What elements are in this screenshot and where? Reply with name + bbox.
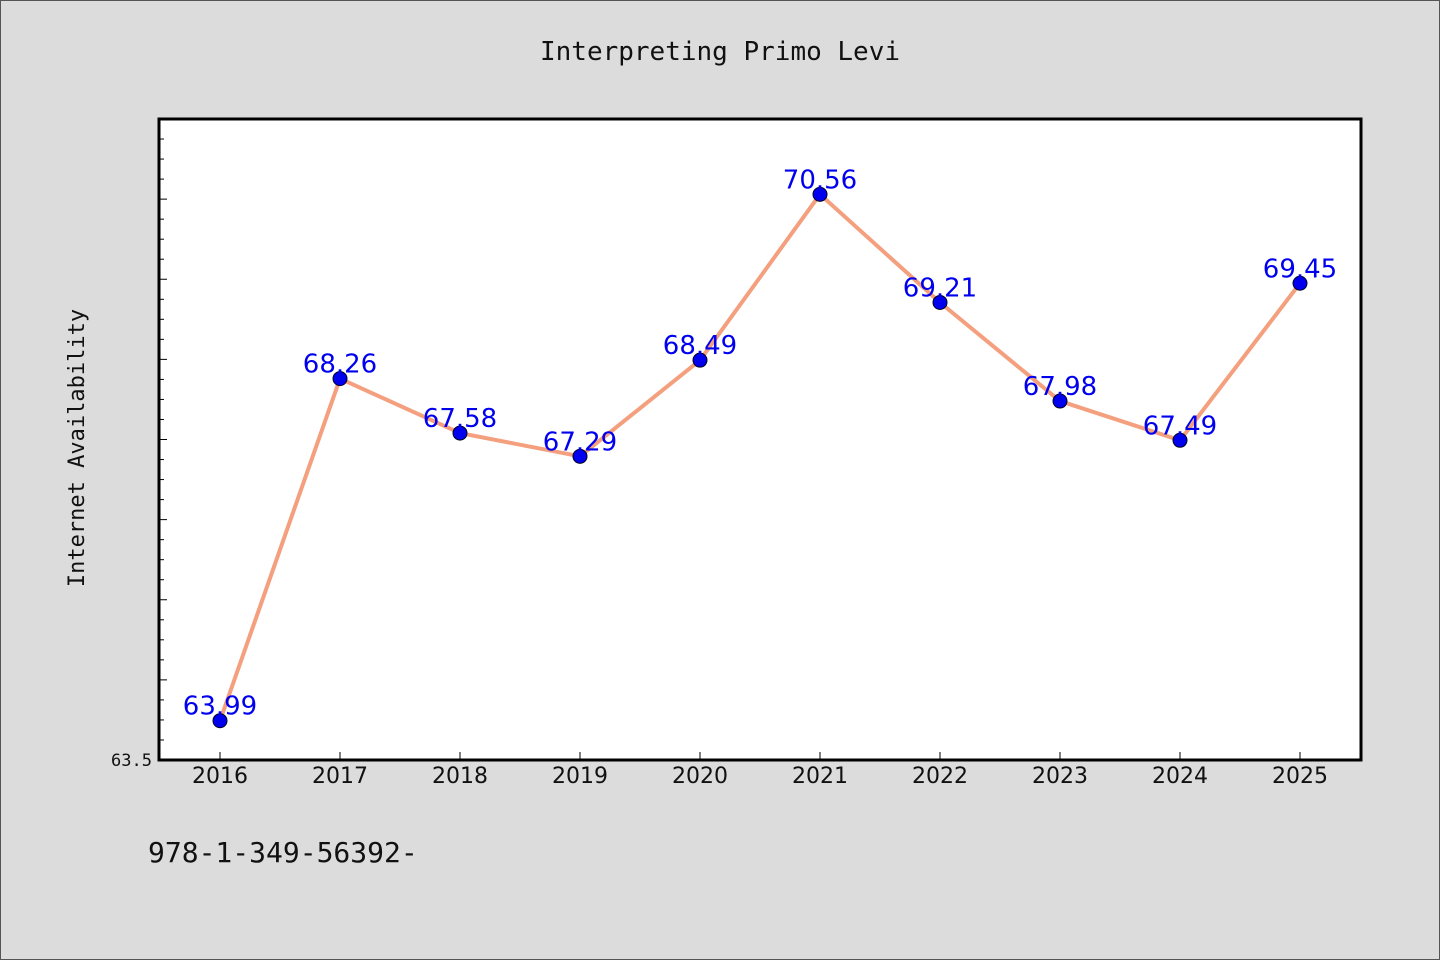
series-layer: 63.99 68.26 67.58 67.29 68.49 70.56 69.21 67.98… [183, 165, 1337, 729]
chart-title: Interpreting Primo Levi [540, 37, 900, 67]
data-label: 69.21 [903, 273, 977, 303]
data-label: 68.49 [663, 331, 737, 361]
x-tick-label: 2025 [1272, 764, 1328, 789]
data-label: 67.98 [1023, 372, 1097, 402]
data-point [1292, 275, 1308, 291]
x-tick-label: 2016 [192, 764, 248, 789]
footer-isbn: 978-1-349-56392- [148, 836, 418, 869]
x-tick-label: 2023 [1032, 764, 1088, 789]
data-point [932, 294, 948, 310]
x-tick-label: 2021 [792, 764, 848, 789]
data-point [212, 713, 228, 729]
y-axis-ticks: 63.5 [111, 138, 167, 771]
data-label: 67.29 [543, 427, 617, 457]
x-tick-label: 2024 [1152, 764, 1208, 789]
data-point [812, 186, 828, 202]
data-label: 68.26 [303, 350, 377, 380]
data-point [1172, 432, 1188, 448]
data-label: 69.45 [1263, 254, 1337, 284]
data-point [332, 371, 348, 387]
data-point [572, 448, 588, 464]
series-line [218, 192, 1302, 722]
data-point [692, 352, 708, 368]
data-label: 63.99 [183, 692, 257, 722]
y-tick-label: 63.5 [111, 751, 152, 771]
x-tick-label: 2022 [912, 764, 968, 789]
data-label: 67.58 [423, 404, 497, 434]
data-point [452, 425, 468, 441]
x-tick-label: 2017 [312, 764, 368, 789]
data-label: 67.49 [1143, 411, 1217, 441]
x-axis-ticks: 2016 2017 2018 2019 2020 2021 2022 2023 2024 2025 [192, 752, 1328, 789]
x-tick-label: 2018 [432, 764, 488, 789]
plot-area [157, 117, 1363, 762]
y-axis-label: Internet Availability [65, 309, 90, 587]
x-tick-label: 2019 [552, 764, 608, 789]
x-tick-label: 2020 [672, 764, 728, 789]
data-point [1052, 393, 1068, 409]
data-label: 70.56 [783, 165, 857, 195]
